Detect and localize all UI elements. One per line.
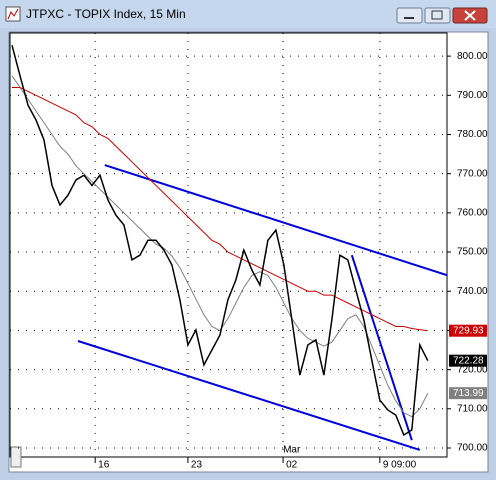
last-price-label: 729.93 — [453, 325, 484, 336]
trendline — [104, 164, 448, 277]
x-tick-label: 02 — [286, 460, 298, 471]
x-tick-label: 9 09:00 — [383, 460, 417, 471]
y-tick-label: 720.00 — [457, 364, 488, 375]
close-glyph — [464, 10, 476, 21]
series-line — [11, 75, 429, 418]
y-tick-label: 770.00 — [457, 168, 488, 179]
last-price-box — [449, 354, 487, 367]
trendline — [77, 340, 421, 451]
x-tick-label: 16 — [98, 460, 110, 471]
minimize-button[interactable] — [396, 7, 423, 24]
last-price-label: 713.99 — [453, 388, 484, 399]
maximize-button[interactable] — [424, 7, 451, 24]
plot-area — [9, 32, 448, 458]
last-price-box — [449, 387, 487, 400]
series-line — [11, 44, 429, 437]
last-price-label: 722.28 — [453, 355, 484, 366]
series-line — [11, 86, 428, 332]
y-tick-label: 800.00 — [457, 51, 488, 62]
annotation: Mar — [283, 445, 301, 456]
last-price-box — [449, 324, 487, 337]
y-tick-label: 790.00 — [457, 90, 488, 101]
x-tick-label: 23 — [191, 460, 203, 471]
y-tick-label: 780.00 — [457, 129, 488, 140]
y-tick-label: 760.00 — [457, 208, 488, 219]
y-tick-label: 740.00 — [457, 286, 488, 297]
y-tick-label: 710.00 — [457, 403, 488, 414]
minimize-glyph — [404, 17, 414, 19]
window-title: JTPXC - TOPIX Index, 15 Min — [26, 7, 186, 21]
y-tick-label: 700.00 — [457, 443, 488, 454]
y-tick-label: 750.00 — [457, 247, 488, 258]
maximize-glyph — [431, 10, 443, 20]
scroll-handle[interactable] — [10, 446, 22, 468]
app-icon-glyph — [7, 8, 19, 20]
